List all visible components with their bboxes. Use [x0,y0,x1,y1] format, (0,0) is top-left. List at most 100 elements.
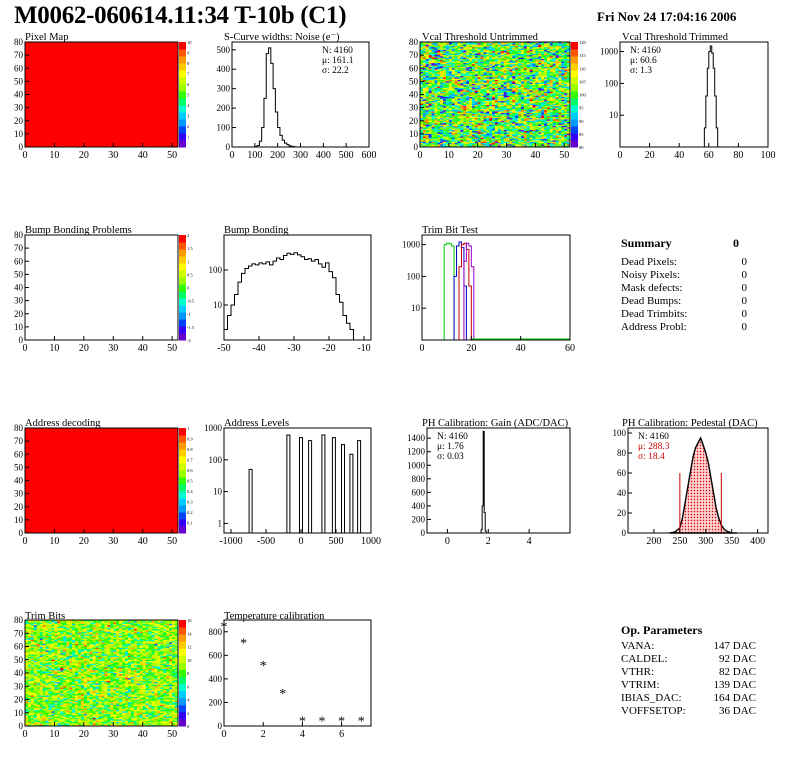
heatmap-cell [466,87,470,90]
heatmap-cell [555,91,559,94]
heatmap-cell [495,114,499,116]
heatmap-cell [561,59,565,61]
heatmap-cell [437,87,441,90]
heatmap-cell [506,123,510,125]
heatmap-cell [512,132,516,135]
heatmap-cell [422,102,427,104]
y-tick-label: 60 [14,63,24,73]
heatmap-cell [448,84,453,86]
heatmap-cell [512,74,516,77]
heatmap-cell [431,80,435,82]
heatmap-cell [480,124,484,127]
heatmap-cell [503,141,507,144]
heatmap-cell [431,45,435,48]
heatmap-cell [420,144,424,146]
heatmap-cell [503,112,507,115]
heatmap-cell [463,70,467,73]
heatmap-cell [492,82,496,85]
heatmap-cell [477,70,481,73]
heatmap-cell [558,52,562,55]
heatmap-cell [515,69,519,72]
heatmap-cell [555,43,559,45]
heatmap-cell [469,51,473,53]
heatmap-cell [532,132,536,135]
heatmap-cell [42,620,46,622]
heatmap-cell [466,111,470,114]
heatmap-cell [520,114,525,116]
heatmap-cell [422,82,427,85]
heatmap-cell [480,90,484,93]
heatmap-cell [443,87,447,90]
chart-title: PH Calibration: Pedestal (DAC) [622,418,758,429]
heatmap-cell [518,77,522,80]
heatmap-cell [558,68,562,70]
heatmap-cell [457,93,461,95]
heatmap-cell [532,55,536,57]
heatmap-cell [443,144,447,146]
heatmap-cell [428,118,432,120]
heatmap-cell [541,110,545,112]
heatmap-cell [480,103,484,106]
heatmap-cell [471,97,476,99]
heatmap-cell [506,122,510,124]
heatmap-cell [529,98,533,101]
heatmap-cell [497,90,502,93]
heatmap-cell [549,82,553,85]
heatmap-cell [428,139,432,141]
heatmap-cell [546,47,551,49]
heatmap-cell [558,91,562,94]
heatmap-cell [538,123,542,125]
heatmap-cell [454,70,458,73]
heatmap-cell [463,94,467,97]
heatmap-cell [63,621,67,623]
heatmap-cell [558,77,562,80]
heatmap-cell [437,65,441,68]
heatmap-cell [564,89,568,91]
palette-tick-label: 110 [579,66,586,71]
heatmap-cell [431,94,435,97]
heatmap-cell [451,65,455,68]
heatmap-cell [66,625,70,627]
heatmap-cell [471,68,476,70]
heatmap-cell [483,119,487,122]
heatmap-cell [36,629,41,631]
stat-line: σ: 22.2 [322,66,349,76]
heatmap-cell [538,89,542,91]
heatmap-cell [567,76,571,78]
heatmap-cell [69,627,73,630]
heatmap-cell [532,137,536,140]
heatmap-cell [535,42,539,44]
heatmap-cell [544,85,548,87]
heatmap-cell [544,116,548,119]
histogram-line [480,430,488,534]
heatmap-cell [538,90,542,93]
heatmap-cell [506,68,510,70]
heatmap-cell [515,97,519,99]
heatmap-cell [451,60,455,62]
heatmap-cell [546,95,551,98]
heatmap-cell [523,77,528,80]
heatmap-cell [33,629,38,631]
heatmap-cell [428,112,432,115]
heatmap-cell [495,143,499,145]
heatmap-cell [549,53,553,56]
heatmap-cell [512,44,516,47]
heatmap-cell [51,625,55,627]
heatmap-cell [428,137,432,140]
heatmap-cell [443,42,447,44]
heatmap-cell [457,135,461,137]
heatmap-cell [477,131,481,133]
heatmap-cell [95,625,99,627]
heatmap-cell [495,98,499,101]
heatmap-cell [451,78,455,81]
heatmap-cell [445,91,450,94]
heatmap-cell [77,627,82,630]
heatmap-cell [500,42,504,44]
heatmap-cell [460,143,464,145]
palette-tick-label: -2 [187,338,191,343]
heatmap-cell [506,112,510,115]
heatmap-cell [425,122,429,124]
heatmap-cell [532,89,536,91]
heatmap-cell [492,69,496,72]
heatmap-cell [448,129,453,132]
